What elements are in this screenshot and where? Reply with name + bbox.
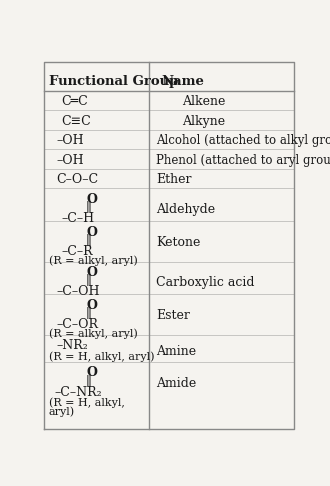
Text: Aldehyde: Aldehyde (156, 203, 215, 216)
Text: ∥: ∥ (86, 276, 92, 288)
Text: Ester: Ester (156, 310, 190, 322)
Text: –C–H: –C–H (62, 212, 95, 225)
Text: (R = alkyl, aryl): (R = alkyl, aryl) (49, 256, 138, 266)
Text: –OH: –OH (57, 134, 84, 147)
Text: (R = H, alkyl,: (R = H, alkyl, (49, 397, 125, 408)
Text: Phenol (attached to aryl group): Phenol (attached to aryl group) (156, 154, 330, 167)
Text: (R = alkyl, aryl): (R = alkyl, aryl) (49, 329, 138, 339)
Text: O: O (86, 266, 97, 279)
Text: –C–OH: –C–OH (57, 285, 100, 298)
Text: Alkene: Alkene (182, 95, 225, 108)
Text: Amine: Amine (156, 346, 196, 358)
Text: C–O–C: C–O–C (57, 173, 99, 186)
Text: ∥: ∥ (86, 235, 92, 248)
Text: Ketone: Ketone (156, 236, 201, 249)
Text: –C–NR₂: –C–NR₂ (54, 386, 102, 399)
Text: (R = H, alkyl, aryl): (R = H, alkyl, aryl) (49, 351, 154, 362)
Text: C═C: C═C (62, 95, 88, 108)
Text: Alkyne: Alkyne (182, 115, 225, 128)
Text: C≡C: C≡C (62, 115, 91, 128)
Text: Amide: Amide (156, 377, 197, 390)
Text: Functional Group: Functional Group (49, 75, 178, 88)
Text: ∥: ∥ (86, 376, 92, 389)
Text: O: O (86, 192, 97, 206)
Text: ∥: ∥ (86, 202, 92, 215)
Text: O: O (86, 366, 97, 379)
Text: aryl): aryl) (49, 407, 75, 417)
Text: Carboxylic acid: Carboxylic acid (156, 277, 255, 290)
Text: –OH: –OH (57, 154, 84, 167)
Text: Ether: Ether (156, 173, 192, 186)
Text: –C–OR: –C–OR (57, 318, 99, 331)
Text: O: O (86, 226, 97, 239)
Text: –NR₂: –NR₂ (57, 339, 88, 352)
Text: ∥: ∥ (86, 308, 92, 321)
Text: O: O (86, 299, 97, 312)
Text: Name: Name (161, 75, 204, 88)
Text: –C–R: –C–R (62, 245, 93, 258)
Text: Alcohol (attached to alkyl group): Alcohol (attached to alkyl group) (156, 134, 330, 147)
